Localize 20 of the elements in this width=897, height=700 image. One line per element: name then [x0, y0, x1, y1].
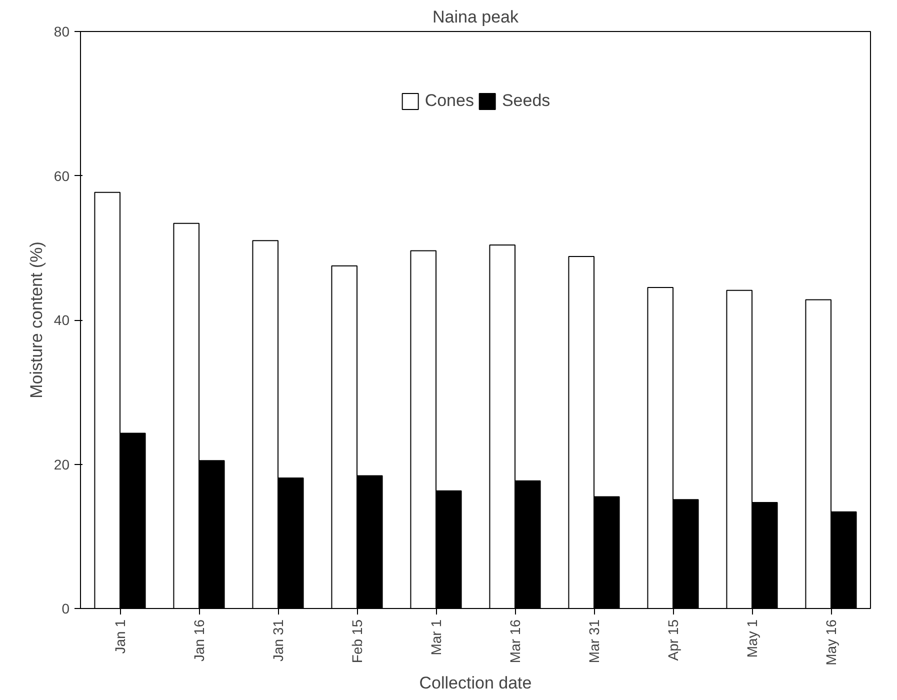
x-tick-label: Jan 1 [112, 619, 128, 654]
x-tick-label: Jan 31 [270, 619, 286, 662]
x-tick-label: May 1 [744, 619, 760, 658]
y-tick-label: 0 [62, 600, 70, 616]
x-tick-label: Mar 1 [428, 619, 444, 656]
y-tick-label: 80 [54, 24, 70, 40]
y-axis-title: Moisture content (%) [26, 242, 46, 398]
x-tick-label: Mar 31 [586, 619, 602, 664]
x-tick-label: Feb 15 [349, 619, 365, 664]
legend-label: Seeds [502, 91, 550, 111]
x-axis-title: Collection date [419, 673, 532, 692]
legend-label: Cones [424, 91, 474, 111]
x-tick-label: Apr 15 [665, 619, 681, 661]
y-tick-label: 60 [54, 168, 70, 184]
y-tick-label: 20 [54, 456, 70, 472]
y-tick-label: 40 [54, 312, 70, 328]
chart-title: Naina peak [432, 8, 519, 26]
x-tick-label: Mar 16 [507, 619, 523, 664]
x-tick-label: Jan 16 [191, 619, 207, 662]
x-tick-label: May 16 [823, 619, 839, 666]
